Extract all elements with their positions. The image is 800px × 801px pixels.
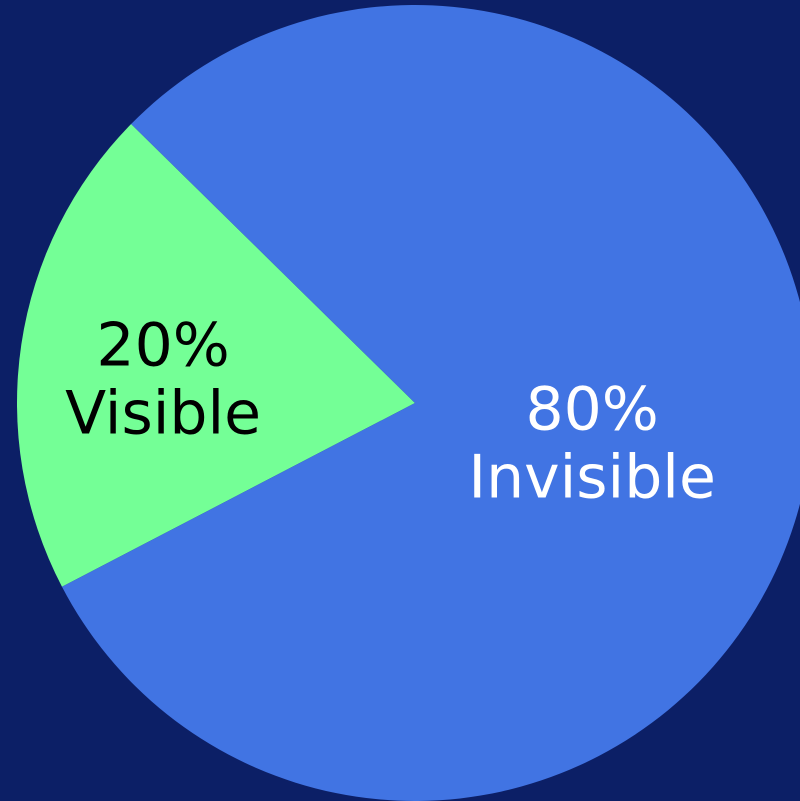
slice-value-text: 20% (96, 310, 229, 380)
pie-slice-visible (17, 124, 416, 587)
pie-slice-invisible (61, 5, 800, 801)
slice-category-text: Visible (65, 378, 261, 448)
slice-category-text: Invisible (468, 442, 716, 512)
slice-label-visible: 20% Visible (65, 310, 261, 448)
slice-label-invisible: 80% Invisible (468, 374, 716, 512)
slice-value-text: 80% (525, 374, 658, 444)
